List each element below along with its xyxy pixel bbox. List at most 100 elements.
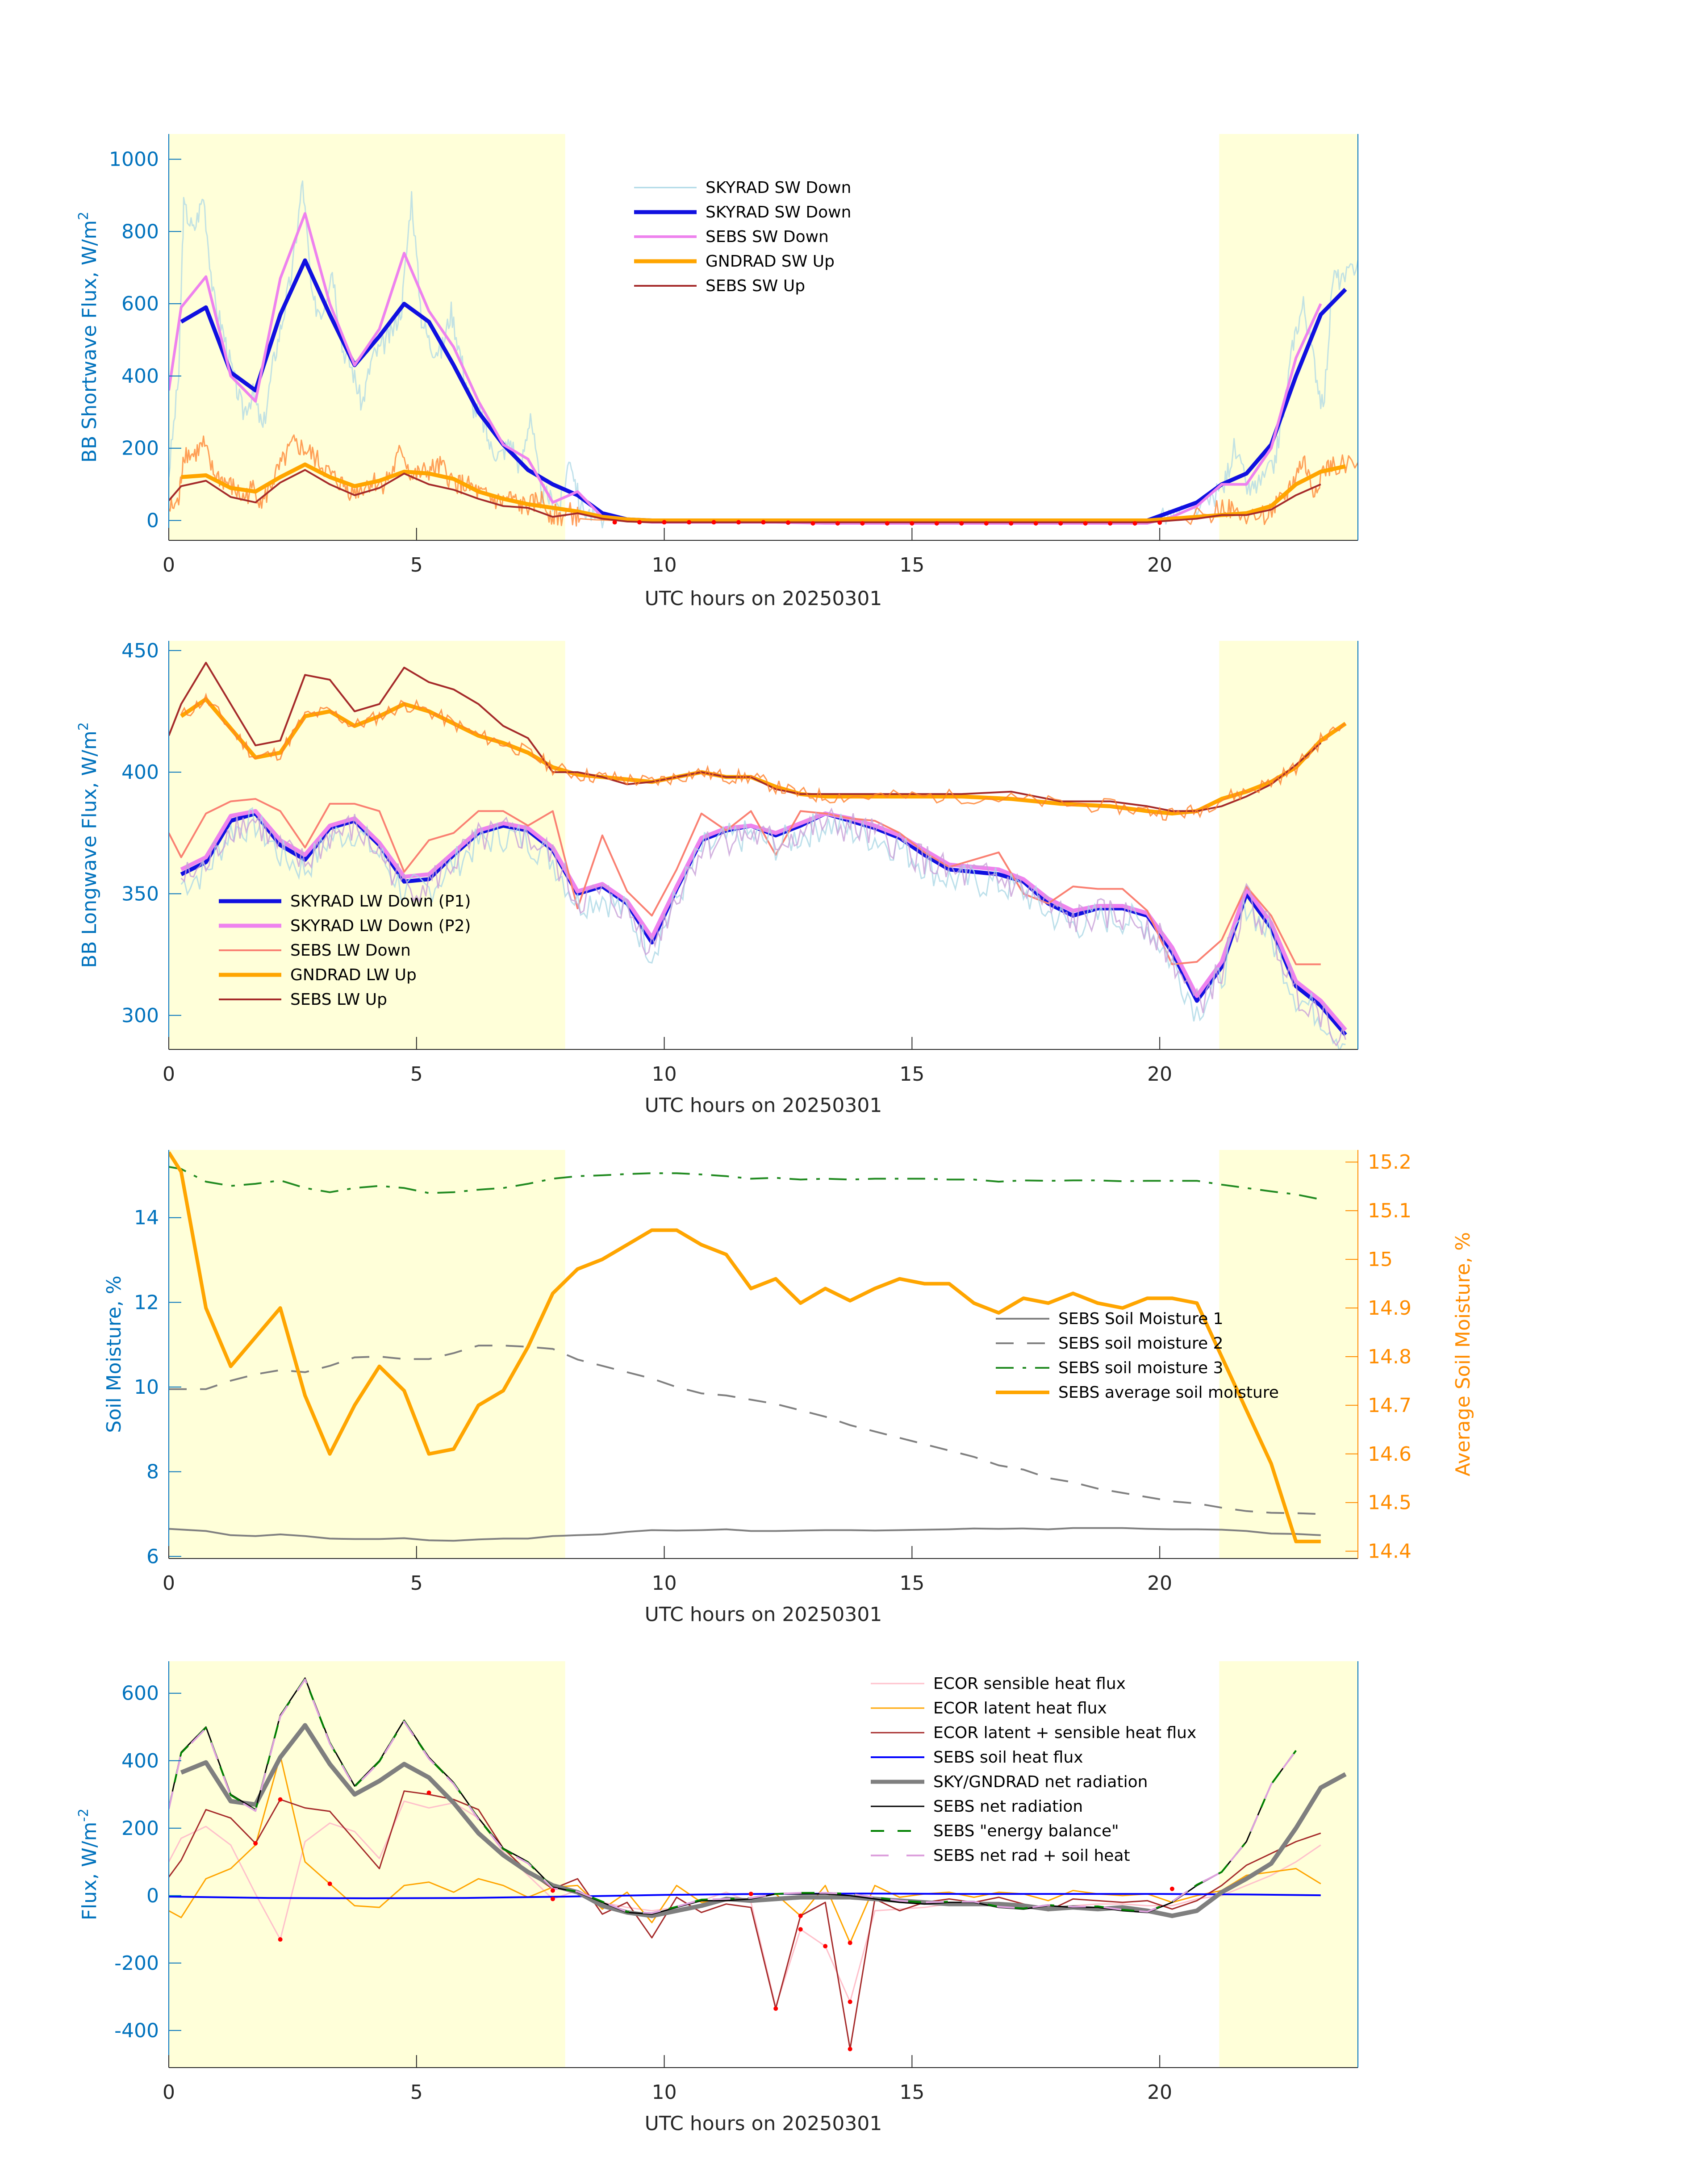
plot-area	[169, 662, 1347, 1049]
y-axis-label: BB Longwave Flux, W/m2	[76, 722, 101, 968]
x-tick-label: 5	[410, 554, 423, 577]
y-right-tick-label: 15.2	[1368, 1151, 1412, 1174]
y-tick-label: -400	[114, 2019, 159, 2042]
legend-label: ECOR latent + sensible heat flux	[933, 1724, 1196, 1742]
x-tick-label: 15	[899, 1572, 924, 1595]
x-tick-label: 20	[1147, 1572, 1172, 1595]
plot-area	[169, 180, 1358, 529]
flag-marker	[1058, 521, 1063, 526]
x-tick-label: 5	[410, 1572, 423, 1595]
y-right-tick-label: 14.4	[1368, 1540, 1412, 1563]
legend-label: SKYRAD LW Down (P2)	[290, 917, 471, 935]
y-tick-label: -200	[114, 1952, 159, 1975]
chart-panel-shortwave: 0 200 400 600 800 1000 0 5 10 15 20 UTC hours on 20…	[76, 134, 1358, 610]
flag-marker	[1033, 521, 1038, 526]
flag-marker	[798, 1927, 803, 1932]
y-tick-label: 800	[121, 220, 159, 243]
y-tick-label: 400	[121, 1750, 159, 1772]
y-axis-label-superscript: 2	[76, 212, 92, 220]
legend-label: SEBS "energy balance"	[933, 1822, 1119, 1840]
flag-marker	[773, 2006, 778, 2011]
series-line-gndrad-sw-up	[181, 462, 1346, 522]
series-line-sebs-soil-moisture-2	[169, 1345, 1321, 1515]
flag-marker	[278, 1937, 283, 1942]
flag-marker	[1108, 521, 1113, 526]
y-right-tick-label: 14.6	[1368, 1443, 1412, 1466]
y-tick-label: 14	[134, 1207, 159, 1229]
y-right-tick-label: 14.7	[1368, 1394, 1412, 1417]
y-axis-label-superscript: 2	[76, 722, 92, 731]
series-line-ecor-latent-sensible-heat-flux	[169, 1790, 1321, 2050]
x-tick-label: 0	[163, 1572, 175, 1595]
y-tick-label: 6	[146, 1545, 159, 1568]
legend-label: SEBS net radiation	[933, 1797, 1083, 1816]
flag-marker	[848, 1999, 852, 2004]
series-line-1min-trace	[180, 692, 1346, 821]
flag-marker	[848, 2047, 852, 2052]
legend-label: GNDRAD SW Up	[706, 252, 835, 271]
legend-label: SKYRAD SW Down	[706, 179, 851, 197]
legend: SEBS Soil Moisture 1 SEBS soil moisture 2…	[996, 1310, 1279, 1402]
x-tick-label: 20	[1147, 1063, 1172, 1086]
y-axis-label-superscript: -2	[76, 1809, 92, 1822]
y-right-tick-label: 15	[1368, 1248, 1393, 1271]
flag-marker	[662, 520, 667, 525]
y-axis-label-text: BB Shortwave Flux, W/m	[78, 220, 101, 463]
legend: SKYRAD SW Down SKYRAD SW Down SEBS SW Down…	[634, 179, 851, 295]
flag-marker	[748, 1892, 753, 1897]
legend-label: SEBS LW Down	[290, 941, 411, 960]
y-right-tick-label: 14.5	[1368, 1492, 1412, 1514]
y-tick-label: 300	[121, 1004, 159, 1027]
legend-label: SKYRAD SW Down	[706, 203, 851, 221]
flag-marker	[426, 1790, 431, 1795]
y-axis-label-text: Flux, W/m	[78, 1822, 101, 1921]
x-tick-label: 15	[899, 1063, 924, 1086]
series-line-sebs-net-rad-soil-heat	[169, 1678, 1297, 1914]
flag-marker	[1157, 520, 1162, 525]
flag-marker	[860, 521, 865, 526]
y-axis-label-text: BB Longwave Flux, W/m	[78, 731, 101, 968]
legend-label: SEBS net rad + soil heat	[933, 1847, 1130, 1865]
legend-label: SEBS Soil Moisture 1	[1058, 1310, 1224, 1328]
flag-marker	[910, 521, 915, 526]
legend: ECOR sensible heat flux ECOR latent heat …	[871, 1675, 1196, 1865]
legend-label: ECOR sensible heat flux	[933, 1675, 1126, 1693]
x-tick-label: 10	[652, 1063, 677, 1086]
daylight-shading	[1219, 1661, 1358, 2068]
legend-label: SEBS soil moisture 3	[1058, 1359, 1223, 1377]
series-line-sebs-lw-up	[169, 662, 1322, 812]
x-tick-label: 10	[652, 554, 677, 577]
flag-marker	[278, 1797, 283, 1802]
y-tick-label: 200	[121, 1817, 159, 1840]
y-tick-label: 10	[134, 1376, 159, 1399]
legend-label: SEBS soil heat flux	[933, 1748, 1083, 1767]
plot-area	[169, 1151, 1321, 1543]
y-tick-label: 400	[121, 761, 159, 784]
flag-marker	[612, 520, 617, 525]
series-line-sebs-soil-moisture-1	[169, 1527, 1321, 1542]
flag-marker	[550, 1888, 555, 1893]
series-line-skyrad-sw-down	[169, 180, 1358, 529]
flag-marker	[637, 520, 642, 525]
series-line-1min-trace	[180, 807, 1346, 1047]
x-tick-label: 15	[899, 2081, 924, 2104]
flag-marker	[761, 520, 766, 525]
legend-label: ECOR latent heat flux	[933, 1699, 1107, 1717]
y-tick-label: 600	[121, 292, 159, 315]
y-axis-label: Soil Moisture, %	[103, 1275, 125, 1433]
legend-label: SEBS soil moisture 2	[1058, 1334, 1223, 1353]
y-right-tick-label: 14.8	[1368, 1345, 1412, 1368]
y-tick-label: 200	[121, 437, 159, 460]
flag-marker	[835, 521, 840, 526]
y-tick-label: 450	[121, 639, 159, 662]
x-tick-label: 0	[163, 1063, 175, 1086]
flag-marker	[848, 1940, 852, 1945]
plot-area	[169, 1677, 1347, 2052]
flag-marker	[934, 521, 939, 526]
flag-marker	[327, 1881, 332, 1886]
x-tick-label: 5	[410, 1063, 423, 1086]
series-line-sebs-sw-up	[169, 469, 1321, 523]
flag-marker	[736, 520, 741, 525]
series-line-sebs-soil-moisture-3	[169, 1166, 1321, 1200]
x-axis-label: UTC hours on 20250301	[645, 1603, 882, 1626]
